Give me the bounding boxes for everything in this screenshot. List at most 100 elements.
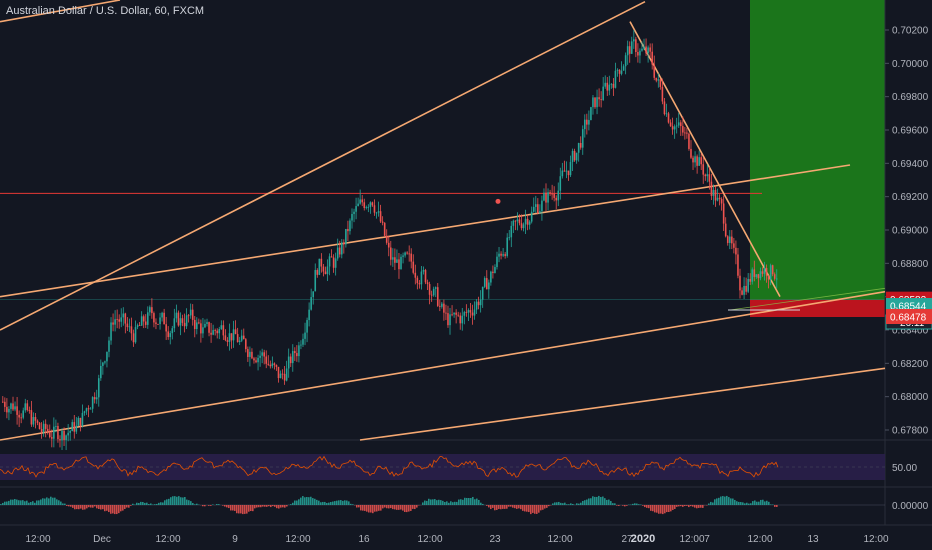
candle-body	[496, 256, 498, 268]
candle	[287, 348, 290, 378]
candle-body	[10, 403, 12, 409]
candle	[757, 273, 760, 288]
candle-body	[708, 174, 711, 182]
candle	[624, 52, 627, 75]
candle-body	[383, 222, 386, 236]
osc-bar	[424, 500, 426, 505]
osc-bar	[446, 501, 448, 505]
candle-body	[606, 82, 609, 91]
candle-body	[208, 322, 210, 333]
candle	[673, 124, 676, 139]
candle	[332, 254, 335, 273]
candle-body	[224, 335, 227, 341]
candle	[95, 389, 98, 404]
osc-bar	[242, 505, 244, 515]
osc-bar	[592, 496, 594, 505]
candle-body	[338, 247, 341, 255]
osc-bar	[208, 505, 210, 506]
candle-body	[65, 435, 67, 441]
candle	[532, 197, 535, 213]
osc-bar	[572, 503, 574, 505]
candle	[183, 313, 186, 333]
candle	[479, 290, 482, 313]
osc-bar	[456, 501, 458, 505]
candle-body	[747, 278, 749, 292]
price-tick: 0.68400	[892, 326, 929, 337]
candle-body	[592, 97, 594, 108]
candle-body	[485, 278, 488, 290]
osc-bar	[476, 498, 478, 505]
candle-body	[692, 157, 694, 163]
candle	[189, 303, 192, 319]
candle	[712, 184, 715, 205]
osc-bar	[94, 505, 96, 507]
osc-bar	[498, 505, 500, 509]
candle-body	[724, 223, 727, 237]
price-axis[interactable]: 0.70200 0.70000 0.69800 0.69600 0.69400 0.692…	[885, 26, 932, 437]
candle	[569, 155, 572, 178]
osc-bar	[496, 505, 498, 510]
symbol-title[interactable]: Australian Dollar / U.S. Dollar, 60, FXC…	[6, 5, 205, 17]
candle	[612, 78, 615, 96]
osc-bar	[298, 499, 300, 505]
osc-bar	[12, 499, 14, 505]
candle-body	[653, 64, 656, 78]
candle	[443, 299, 445, 321]
candle-body	[526, 218, 529, 225]
osc-bar	[770, 504, 772, 505]
osc-bar	[246, 505, 248, 514]
candle-body	[308, 309, 310, 321]
price-tick: 0.68200	[892, 359, 929, 370]
candle-body	[316, 270, 319, 275]
candle	[663, 98, 666, 116]
candle-body	[518, 219, 521, 224]
osc-bar	[36, 500, 38, 505]
candle	[51, 429, 53, 448]
candle-body	[735, 247, 737, 255]
candle	[106, 351, 108, 368]
candle	[124, 312, 127, 334]
osc-bar	[714, 499, 716, 505]
candle-body	[79, 417, 82, 426]
osc-bar	[328, 502, 330, 505]
candle	[449, 307, 451, 335]
candle-body	[451, 314, 453, 316]
osc-bar	[742, 502, 744, 505]
candle	[453, 312, 455, 318]
candle-body	[428, 284, 431, 295]
osc-bar	[466, 497, 468, 505]
candle-body	[157, 324, 159, 325]
candle	[267, 355, 270, 366]
candle	[296, 345, 298, 362]
candle	[216, 328, 219, 339]
candle	[647, 45, 649, 63]
candle-body	[253, 358, 255, 361]
osc-bar	[136, 502, 138, 505]
candle	[173, 308, 176, 333]
candle	[767, 275, 770, 289]
osc-bar	[690, 505, 692, 507]
osc-bar	[708, 503, 710, 505]
candle-body	[310, 297, 312, 310]
osc-bar	[432, 499, 434, 505]
candle-body	[340, 242, 343, 255]
candle-body	[185, 315, 188, 327]
osc-bar	[462, 499, 464, 505]
osc-bar	[96, 505, 98, 509]
osc-bar	[250, 505, 252, 512]
candle-body	[608, 84, 611, 91]
candle	[688, 132, 690, 151]
candle	[526, 214, 529, 231]
candle-body	[541, 200, 543, 212]
candle-body	[402, 255, 404, 257]
candle-body	[283, 373, 286, 381]
candle	[2, 396, 4, 403]
candle-body	[696, 156, 698, 166]
candle	[238, 336, 241, 346]
candle	[573, 148, 576, 162]
osc-bar	[474, 499, 476, 505]
candle-body	[726, 236, 729, 243]
